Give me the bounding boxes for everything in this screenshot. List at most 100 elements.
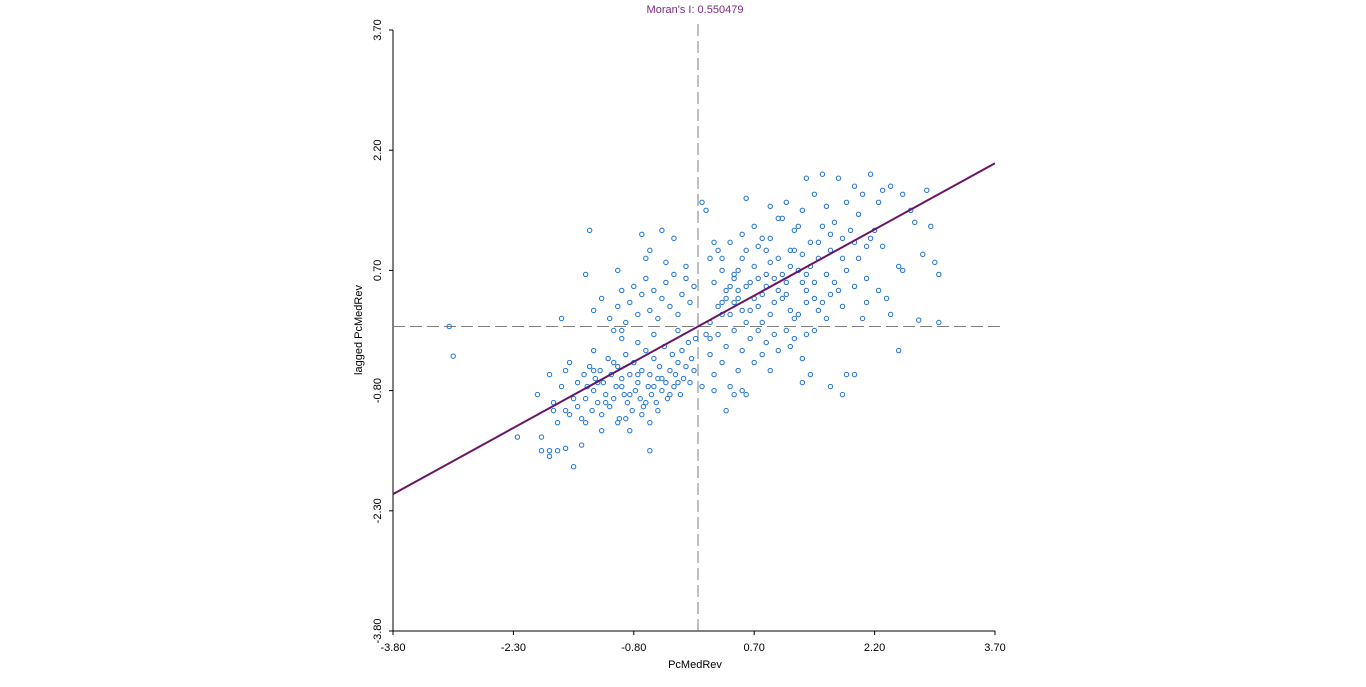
data-point <box>653 399 659 406</box>
data-point <box>735 295 741 302</box>
data-point <box>619 383 625 390</box>
data-point <box>791 315 798 322</box>
data-point <box>775 347 781 354</box>
data-point <box>875 199 882 205</box>
data-point <box>566 359 573 366</box>
data-point <box>739 387 745 394</box>
data-point <box>863 299 870 306</box>
y-tick-label: -2.30 <box>372 498 384 523</box>
data-point <box>755 275 761 282</box>
data-point <box>615 303 621 310</box>
data-point <box>715 331 721 338</box>
data-point <box>623 319 629 326</box>
data-point <box>839 303 846 310</box>
data-point <box>594 399 601 406</box>
data-point <box>867 235 874 242</box>
data-point <box>645 383 651 390</box>
data-point <box>839 255 846 262</box>
data-point <box>683 263 689 270</box>
data-point <box>747 279 753 286</box>
data-point <box>589 407 595 414</box>
data-point <box>703 207 709 214</box>
data-point <box>554 419 561 426</box>
data-point <box>895 263 902 270</box>
data-point <box>639 231 645 238</box>
data-point <box>799 279 806 286</box>
data-point <box>767 367 773 374</box>
data-point <box>699 383 705 390</box>
data-point <box>727 311 733 318</box>
data-point <box>775 255 781 262</box>
data-point <box>669 351 676 358</box>
data-point <box>723 287 729 294</box>
data-point <box>719 267 725 274</box>
data-point <box>607 403 613 410</box>
data-point <box>514 434 521 440</box>
data-point <box>711 387 717 394</box>
x-tick-label: -0.80 <box>621 642 646 654</box>
x-tick-label: -2.30 <box>501 642 526 654</box>
data-point <box>743 247 749 254</box>
data-point <box>639 291 645 298</box>
data-point <box>611 395 617 402</box>
data-point <box>787 343 794 350</box>
data-point <box>932 259 938 266</box>
data-point <box>578 415 585 422</box>
data-point <box>739 307 745 314</box>
data-point <box>851 183 858 189</box>
data-point <box>739 255 745 262</box>
data-point <box>659 375 665 382</box>
data-point <box>851 283 858 290</box>
data-point <box>651 287 657 294</box>
x-tick-label: 3.70 <box>984 642 1005 654</box>
data-point <box>815 239 822 246</box>
data-point <box>803 299 810 306</box>
data-point <box>859 315 866 322</box>
data-point <box>590 347 597 354</box>
data-point <box>574 403 581 410</box>
data-point <box>783 199 790 205</box>
data-point <box>759 319 765 326</box>
data-point <box>707 335 713 342</box>
data-point <box>763 247 769 254</box>
data-point <box>787 307 794 314</box>
data-point <box>811 295 818 302</box>
data-point <box>639 367 645 374</box>
data-point <box>715 247 721 254</box>
data-point <box>558 383 565 390</box>
data-point <box>755 303 761 310</box>
data-point <box>659 387 665 394</box>
data-point <box>554 448 561 454</box>
data-point <box>743 195 749 201</box>
data-point <box>692 335 699 342</box>
data-point <box>791 247 798 254</box>
data-point <box>562 407 569 414</box>
data-point <box>677 391 684 398</box>
data-point <box>651 331 657 338</box>
data-point <box>570 395 577 402</box>
data-point <box>843 199 850 205</box>
data-point <box>707 351 713 358</box>
data-point <box>723 343 729 350</box>
data-point <box>659 227 665 234</box>
data-point <box>783 291 790 298</box>
data-point <box>597 367 603 374</box>
data-point <box>743 391 749 398</box>
data-point <box>546 448 553 454</box>
data-point <box>619 335 625 342</box>
y-tick-label: 2.20 <box>372 139 384 160</box>
data-point <box>759 235 765 242</box>
data-point <box>715 303 721 310</box>
data-point <box>719 359 725 366</box>
data-point <box>779 271 785 278</box>
data-point <box>803 175 810 181</box>
data-point <box>711 371 717 378</box>
data-point <box>651 355 657 362</box>
data-point <box>767 235 773 242</box>
data-point <box>558 315 565 322</box>
data-point <box>767 311 773 318</box>
data-point <box>839 391 846 398</box>
data-point <box>615 267 621 274</box>
data-point <box>663 259 669 266</box>
